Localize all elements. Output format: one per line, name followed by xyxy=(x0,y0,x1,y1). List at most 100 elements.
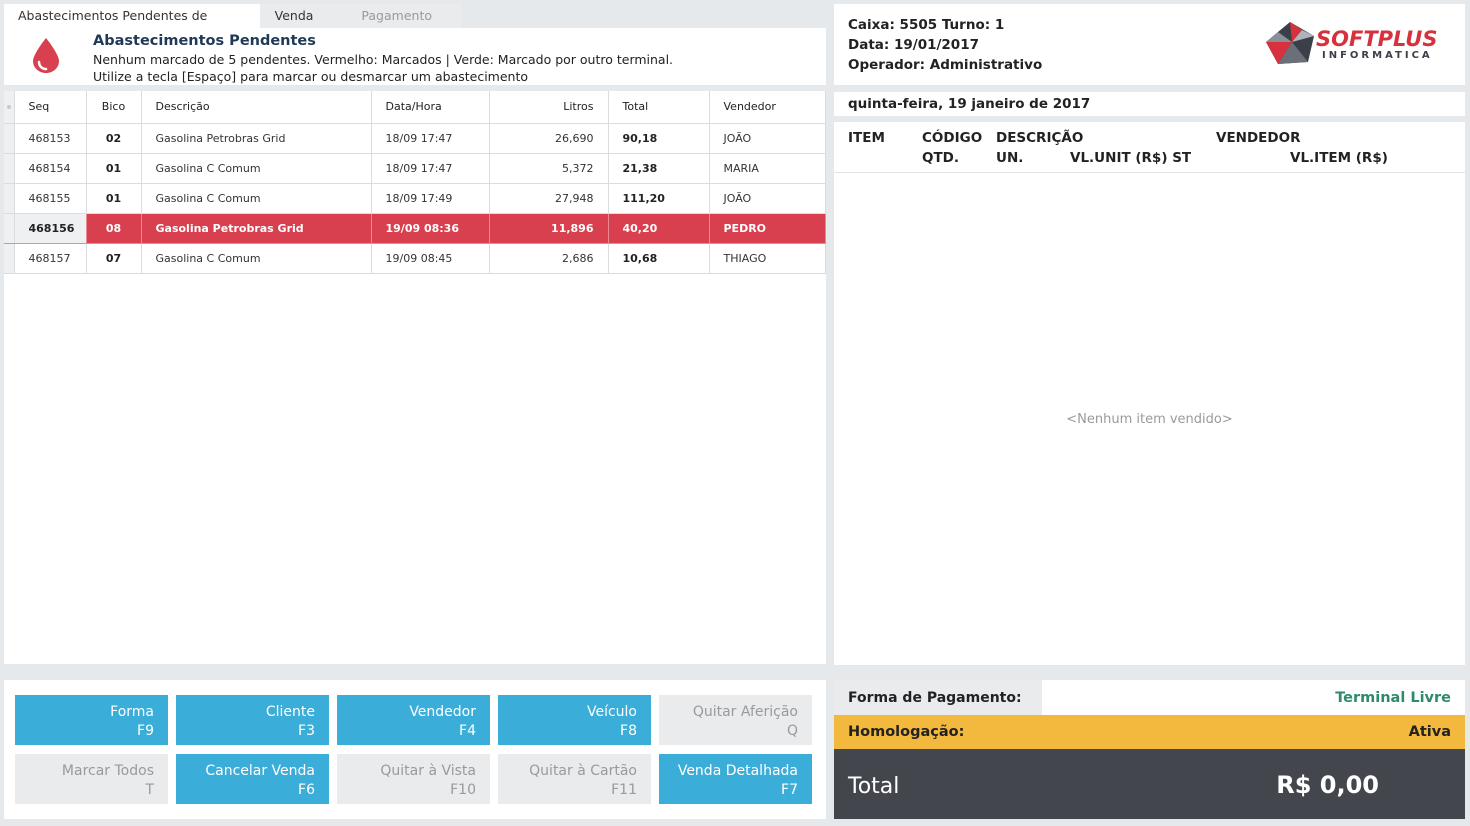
cancelar-venda-button-label: Cancelar Venda xyxy=(205,763,315,779)
row-indicator xyxy=(4,213,15,244)
row-indicator xyxy=(4,183,15,214)
cliente-button[interactable]: Cliente F3 xyxy=(176,695,329,745)
page-title: Abastecimentos Pendentes xyxy=(93,33,316,49)
veiculo-button-key: F8 xyxy=(620,723,637,739)
empty-items-message: <Nenhum item vendido> xyxy=(1066,412,1233,427)
homologacao-value: Ativa xyxy=(1408,724,1451,740)
cell-datahora: 18/09 17:47 xyxy=(371,153,490,184)
cell-bico: 01 xyxy=(86,183,142,214)
row-indicator-header xyxy=(4,91,15,124)
payment-label-bg xyxy=(834,680,1042,715)
pending-header: Abastecimentos Pendentes Nenhum marcado … xyxy=(4,28,826,85)
quitar-vista-button[interactable]: Quitar à Vista F10 xyxy=(337,754,490,804)
cell-datahora: 19/09 08:45 xyxy=(371,243,490,274)
payment-row: Forma de Pagamento: Terminal Livre xyxy=(834,680,1465,715)
operador-info: Operador: Administrativo xyxy=(848,57,1043,73)
quitar-cartao-button-key: F11 xyxy=(611,782,637,798)
logo-text: SOFTPLUS xyxy=(1316,27,1438,51)
help-text: Utilize a tecla [Espaço] para marcar ou … xyxy=(93,69,529,84)
column-header-descricao[interactable]: Descrição xyxy=(141,91,372,124)
table-row[interactable]: 468157 07 Gasolina C Comum 19/09 08:45 2… xyxy=(4,243,826,274)
column-header-total[interactable]: Total xyxy=(608,91,710,124)
softplus-logo: SOFTPLUS INFORMATICA xyxy=(1264,20,1439,68)
cell-seq: 468154 xyxy=(14,153,87,184)
cell-bico: 01 xyxy=(86,153,142,184)
quitar-afericao-button-label: Quitar Aferição xyxy=(692,704,798,720)
cell-descricao: Gasolina C Comum xyxy=(141,183,372,214)
cell-bico: 02 xyxy=(86,123,142,154)
cliente-button-key: F3 xyxy=(298,723,315,739)
total-value: R$ 0,00 xyxy=(1276,771,1379,799)
tab-abastecimentos-pendentes[interactable]: Abastecimentos Pendentes de Quitação xyxy=(4,4,260,47)
quitar-cartao-button-label: Quitar à Cartão xyxy=(529,763,637,779)
col-vlitem: VL.ITEM (R$) xyxy=(1290,150,1388,166)
col-item: ITEM xyxy=(848,130,885,146)
terminal-info: Caixa: 5505 Turno: 1 Data: 19/01/2017 Op… xyxy=(834,4,1465,85)
col-descricao: DESCRIÇÃO xyxy=(996,130,1084,146)
column-header-datahora[interactable]: Data/Hora xyxy=(371,91,490,124)
column-header-bico[interactable]: Bico xyxy=(86,91,142,124)
cell-seq: 468157 xyxy=(14,243,87,274)
pending-table: Seq Bico Descrição Data/Hora Litros Tota… xyxy=(4,91,826,274)
cell-seq: 468155 xyxy=(14,183,87,214)
forma-button[interactable]: Forma F9 xyxy=(15,695,168,745)
forma-button-label: Forma xyxy=(110,704,154,720)
veiculo-button[interactable]: Veículo F8 xyxy=(498,695,651,745)
total-label: Total xyxy=(848,774,900,799)
marcar-todos-button-label: Marcar Todos xyxy=(61,763,154,779)
logo-subtext: INFORMATICA xyxy=(1322,50,1433,61)
column-header-vendedor[interactable]: Vendedor xyxy=(709,91,826,124)
quitar-afericao-button-key: Q xyxy=(786,723,798,739)
cancelar-venda-button[interactable]: Cancelar Venda F6 xyxy=(176,754,329,804)
cell-datahora: 19/09 08:36 xyxy=(371,213,490,244)
caixa-turno: Caixa: 5505 Turno: 1 xyxy=(848,17,1005,33)
venda-detalhada-button-key: F7 xyxy=(781,782,798,798)
col-un: UN. xyxy=(996,150,1024,166)
function-buttons: Forma F9 Cliente F3 Vendedor F4 Veículo … xyxy=(4,680,826,819)
total-row: Total R$ 0,00 xyxy=(834,749,1465,819)
marcar-todos-button-key: T xyxy=(145,782,154,798)
quitar-vista-button-label: Quitar à Vista xyxy=(380,763,476,779)
col-codigo: CÓDIGO xyxy=(922,130,983,146)
homologacao-label: Homologação: xyxy=(848,724,965,740)
vendedor-button-label: Vendedor xyxy=(409,704,476,720)
tab-bar: Abastecimentos Pendentes de Quitação Ven… xyxy=(4,4,462,47)
cell-litros: 2,686 xyxy=(489,243,609,274)
terminal-status: Terminal Livre xyxy=(1335,690,1451,706)
date-bar: quinta-feira, 19 janeiro de 2017 xyxy=(834,92,1465,116)
cell-vendedor: JOÃO xyxy=(709,183,826,214)
col-vendedor: VENDEDOR xyxy=(1216,130,1301,146)
table-row[interactable]: 468155 01 Gasolina C Comum 18/09 17:49 2… xyxy=(4,183,826,214)
cancelar-venda-button-key: F6 xyxy=(298,782,315,798)
veiculo-button-label: Veículo xyxy=(586,704,637,720)
marcar-todos-button[interactable]: Marcar Todos T xyxy=(15,754,168,804)
tab-pagamento[interactable]: Pagamento xyxy=(361,8,432,23)
sale-items-panel: ITEM CÓDIGO DESCRIÇÃO VENDEDOR QTD. UN. … xyxy=(834,122,1465,665)
items-header-divider xyxy=(834,172,1465,173)
table-row[interactable]: 468153 02 Gasolina Petrobras Grid 18/09 … xyxy=(4,123,826,154)
tab-venda[interactable]: Venda xyxy=(274,8,314,23)
table-row-selected[interactable]: 468156 08 Gasolina Petrobras Grid 19/09 … xyxy=(4,213,826,244)
column-header-seq[interactable]: Seq xyxy=(14,91,87,124)
cell-total: 21,38 xyxy=(608,153,710,184)
vendedor-button-key: F4 xyxy=(459,723,476,739)
row-indicator xyxy=(4,243,15,274)
pending-status-text: Nenhum marcado de 5 pendentes. Vermelho:… xyxy=(93,52,674,67)
cell-descricao: Gasolina Petrobras Grid xyxy=(141,123,372,154)
cell-descricao: Gasolina Petrobras Grid xyxy=(141,213,372,244)
cell-bico: 07 xyxy=(86,243,142,274)
vendedor-button[interactable]: Vendedor F4 xyxy=(337,695,490,745)
payment-label: Forma de Pagamento: xyxy=(848,690,1022,706)
cell-vendedor: THIAGO xyxy=(709,243,826,274)
quitar-cartao-button[interactable]: Quitar à Cartão F11 xyxy=(498,754,651,804)
quitar-afericao-button[interactable]: Quitar Aferição Q xyxy=(659,695,812,745)
quitar-vista-button-key: F10 xyxy=(450,782,476,798)
cell-total: 10,68 xyxy=(608,243,710,274)
data-info: Data: 19/01/2017 xyxy=(848,37,979,53)
venda-detalhada-button[interactable]: Venda Detalhada F7 xyxy=(659,754,812,804)
table-row[interactable]: 468154 01 Gasolina C Comum 18/09 17:47 5… xyxy=(4,153,826,184)
cell-descricao: Gasolina C Comum xyxy=(141,153,372,184)
column-header-litros[interactable]: Litros xyxy=(489,91,609,124)
cell-vendedor: PEDRO xyxy=(709,213,826,244)
cell-seq: 468153 xyxy=(14,123,87,154)
